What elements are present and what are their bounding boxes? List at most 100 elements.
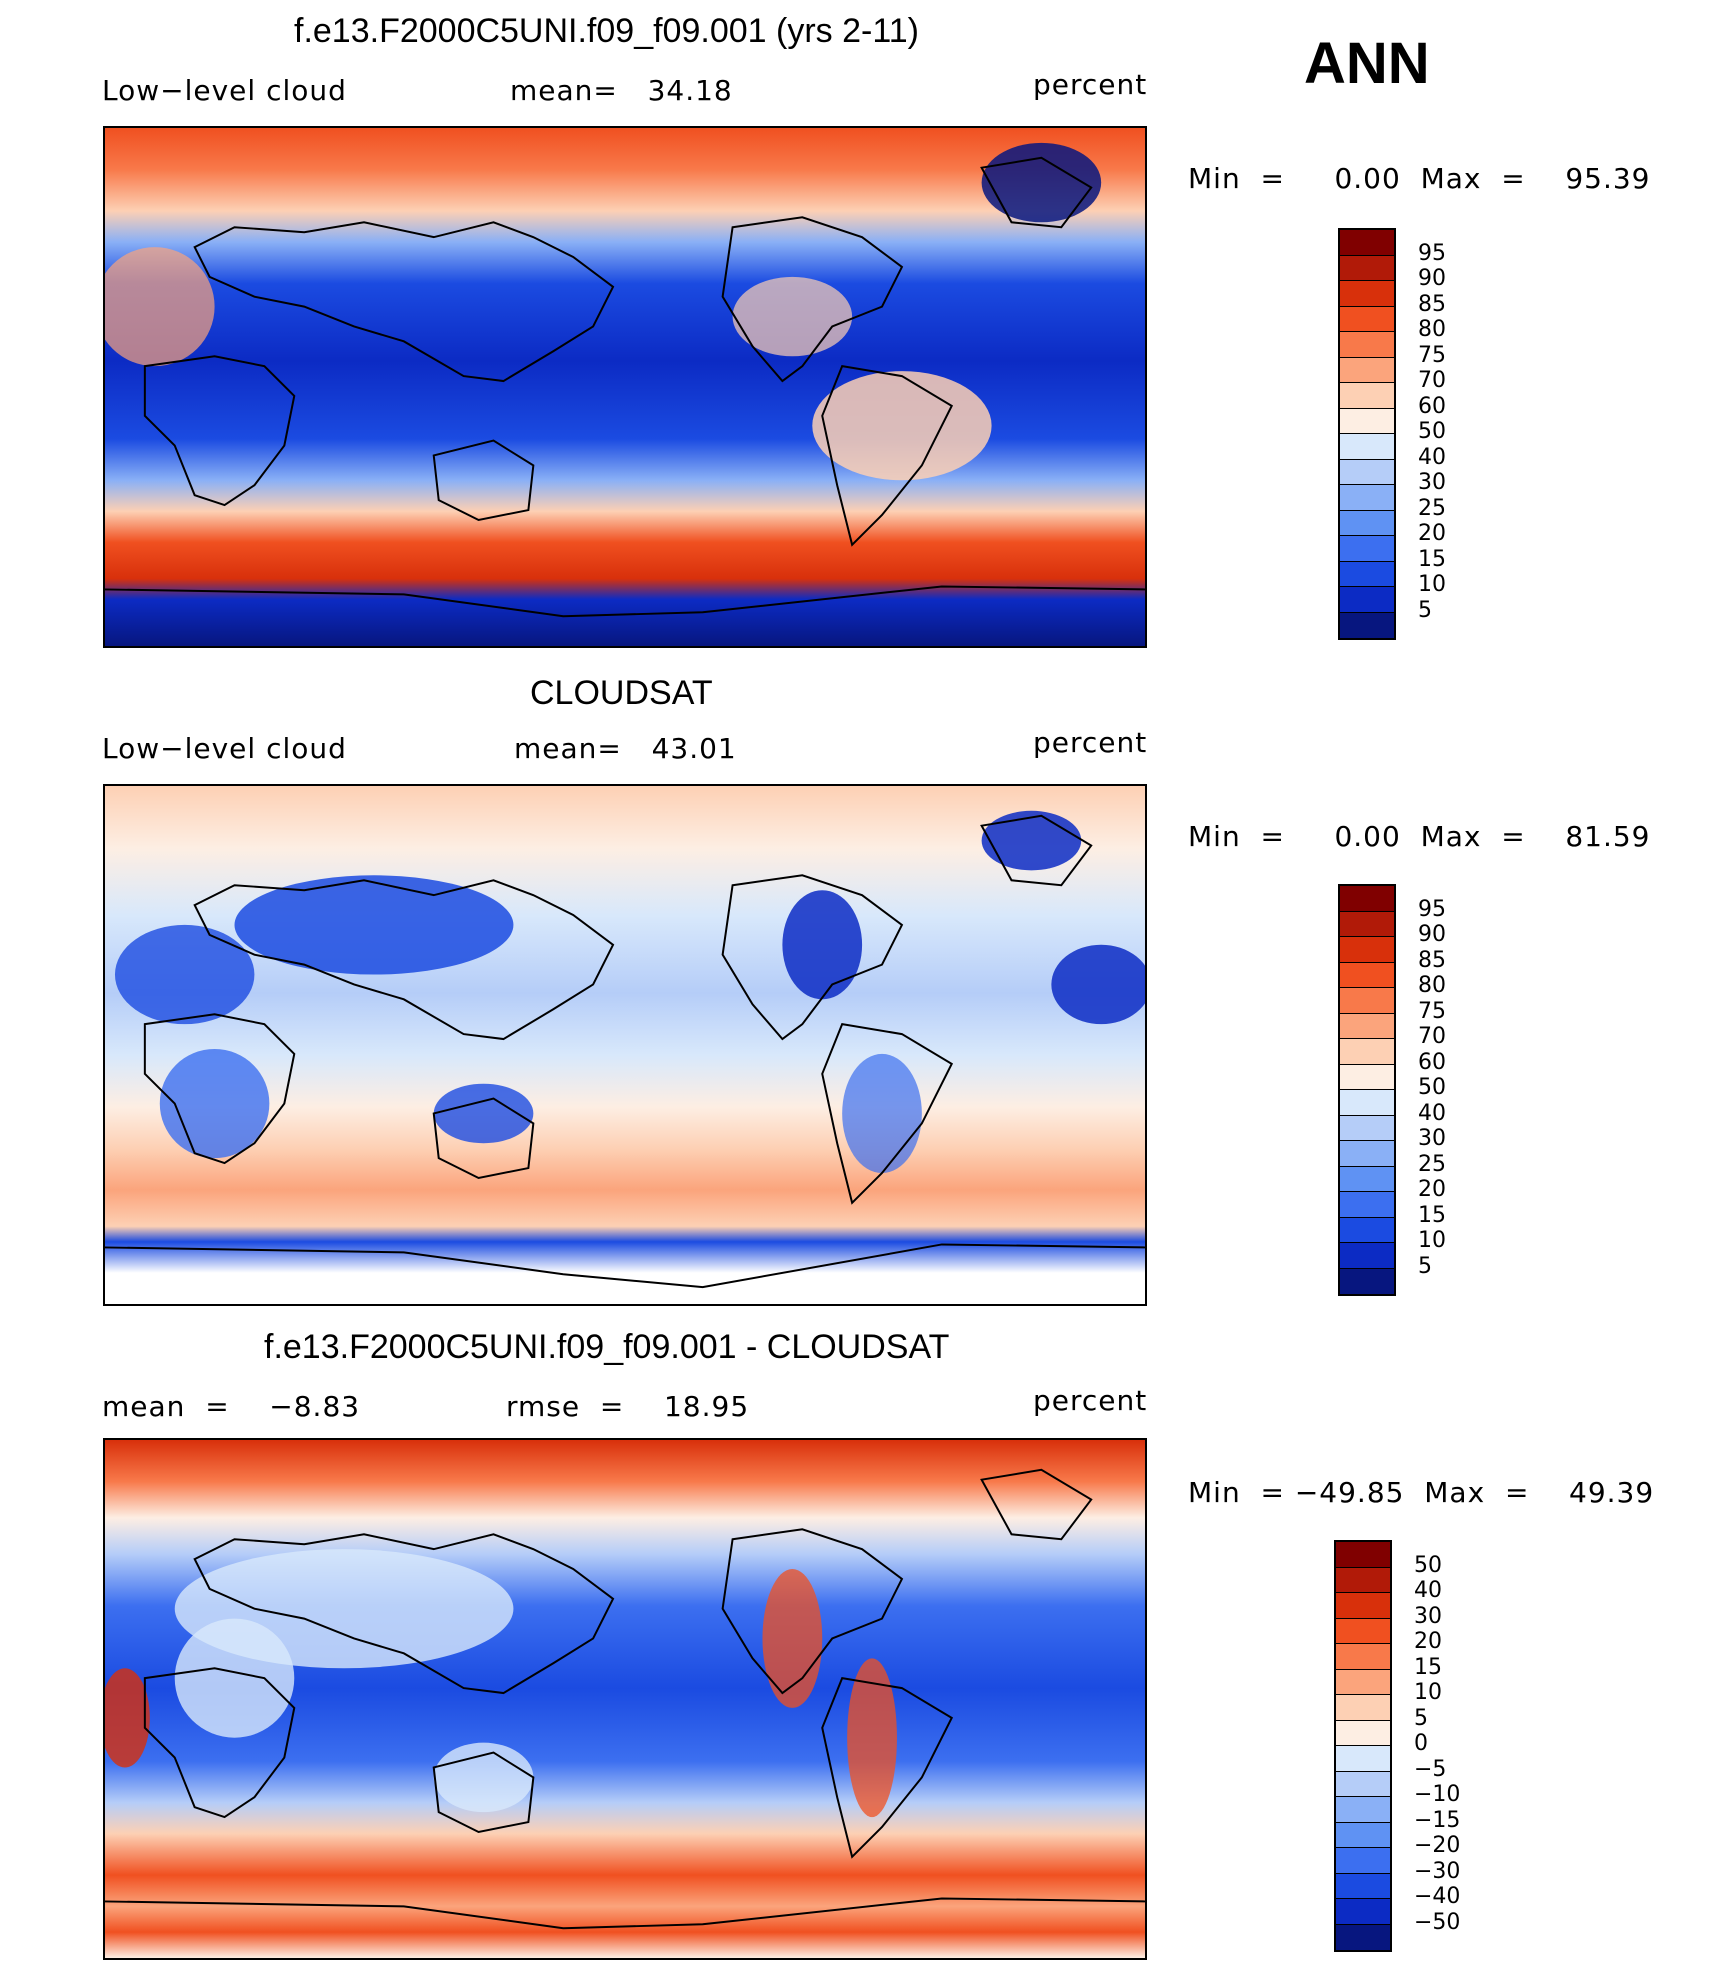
colorbar-label: 80 — [1418, 973, 1446, 998]
colorbar-label: 5 — [1418, 597, 1432, 623]
panel-2-sa-low — [842, 1053, 922, 1174]
panel-2-title: CLOUDSAT — [530, 674, 713, 712]
colorbar-segment — [1340, 612, 1394, 638]
colorbar-segment — [1340, 1039, 1394, 1065]
panel-2-field — [105, 786, 1145, 1304]
colorbar-segment — [1336, 1797, 1390, 1823]
panel-3-units: percent — [1033, 1384, 1148, 1417]
colorbar-label: 85 — [1418, 947, 1446, 973]
colorbar-label: 20 — [1418, 1177, 1446, 1202]
colorbar-label: 25 — [1418, 1151, 1446, 1177]
colorbar-segment — [1336, 1618, 1390, 1644]
colorbar-segment — [1340, 988, 1394, 1014]
panel-2-colorbar — [1338, 884, 1396, 1296]
colorbar-segment — [1340, 1064, 1394, 1090]
colorbar-label: 50 — [1418, 1075, 1446, 1100]
colorbar-segment — [1340, 1192, 1394, 1218]
colorbar-segment — [1340, 937, 1394, 963]
panel-3-map-svg — [105, 1440, 1145, 1958]
colorbar-label: 30 — [1418, 470, 1446, 495]
colorbar-label: 10 — [1418, 1228, 1446, 1253]
colorbar-label: −50 — [1414, 1909, 1461, 1935]
panel-1-coastlines — [105, 156, 1145, 618]
colorbar-segment — [1340, 536, 1394, 562]
colorbar-label: 40 — [1418, 1100, 1446, 1126]
colorbar-segment — [1336, 1924, 1390, 1950]
panel-1-map — [103, 126, 1147, 648]
colorbar-segment — [1336, 1873, 1390, 1899]
colorbar-segment — [1340, 587, 1394, 613]
panel-2-coastlines — [105, 814, 1145, 1289]
colorbar-segment — [1340, 911, 1394, 937]
colorbar-label: 90 — [1418, 922, 1446, 947]
colorbar-segment — [1336, 1848, 1390, 1874]
colorbar-segment — [1340, 485, 1394, 511]
colorbar-segment — [1340, 962, 1394, 988]
colorbar-label: 50 — [1418, 419, 1446, 444]
panel-1-variable: Low−level cloud — [102, 74, 347, 107]
panel-1-title: f.e13.F2000C5UNI.f09_f09.001 (yrs 2-11) — [294, 12, 919, 50]
panel-3-coastlines — [105, 1468, 1145, 1930]
colorbar-segment — [1340, 1268, 1394, 1294]
panel-1-stratocumulus-se-atlantic — [105, 247, 215, 367]
panel-1-units: percent — [1033, 68, 1148, 101]
panel-2-na-west-low — [782, 890, 863, 1000]
panel-3-africa-neutral — [174, 1618, 295, 1738]
colorbar-label: 0 — [1414, 1731, 1428, 1756]
colorbar-label: 30 — [1418, 1126, 1446, 1151]
panel-2-africa-south-low — [159, 1048, 270, 1159]
panel-3-australia-neutral — [433, 1742, 534, 1813]
colorbar-segment — [1336, 1669, 1390, 1695]
colorbar-segment — [1340, 1090, 1394, 1116]
panel-2-minmax: Min = 0.00 Max = 81.59 — [1188, 820, 1651, 853]
colorbar-segment — [1336, 1746, 1390, 1772]
panel-2-sahara-low — [1051, 944, 1145, 1025]
colorbar-label: −15 — [1414, 1807, 1461, 1833]
panel-3-title: f.e13.F2000C5UNI.f09_f09.001 - CLOUDSAT — [264, 1328, 950, 1366]
colorbar-segment — [1340, 230, 1394, 256]
colorbar-segment — [1336, 1644, 1390, 1670]
panel-2-variable: Low−level cloud — [102, 732, 347, 765]
colorbar-segment — [1340, 1243, 1394, 1269]
colorbar-label: 5 — [1418, 1253, 1432, 1279]
colorbar-segment — [1336, 1899, 1390, 1925]
colorbar-segment — [1336, 1822, 1390, 1848]
colorbar-segment — [1340, 357, 1394, 383]
colorbar-segment — [1340, 383, 1394, 409]
colorbar-label: −5 — [1414, 1756, 1447, 1782]
colorbar-segment — [1336, 1593, 1390, 1619]
panel-3-rmse: rmse = 18.95 — [506, 1390, 750, 1423]
colorbar-segment — [1340, 1141, 1394, 1167]
panel-3-africa-west-coast — [105, 1668, 150, 1768]
panel-1-minmax: Min = 0.00 Max = 95.39 — [1188, 162, 1651, 195]
colorbar-label: 40 — [1418, 444, 1446, 470]
panel-3-mean: mean = −8.83 — [102, 1390, 361, 1423]
colorbar-segment — [1340, 434, 1394, 460]
colorbar-label: 10 — [1414, 1680, 1442, 1705]
colorbar-label: 70 — [1418, 1024, 1446, 1049]
colorbar-segment — [1340, 281, 1394, 307]
colorbar-label: 75 — [1418, 342, 1446, 368]
panel-3-sa-west-coast — [847, 1658, 897, 1818]
colorbar-label: 95 — [1418, 240, 1446, 266]
colorbar-segment — [1340, 255, 1394, 281]
season-label: ANN — [1304, 31, 1430, 96]
colorbar-segment — [1340, 306, 1394, 332]
panel-1-field — [105, 128, 1145, 646]
colorbar-segment — [1336, 1771, 1390, 1797]
panel-2-asia-low — [234, 875, 514, 975]
colorbar-label: −20 — [1414, 1833, 1461, 1858]
colorbar-segment — [1336, 1720, 1390, 1746]
colorbar-segment — [1340, 886, 1394, 912]
panel-3-minmax: Min = −49.85 Max = 49.39 — [1188, 1476, 1655, 1509]
colorbar-label: 20 — [1418, 521, 1446, 546]
panel-3-map — [103, 1438, 1147, 1960]
colorbar-segment — [1336, 1542, 1390, 1568]
panel-1-stratocumulus-se-pacific — [812, 371, 992, 481]
panel-2-africa-north-low — [114, 924, 255, 1025]
colorbar-label: 60 — [1418, 393, 1446, 419]
colorbar-segment — [1340, 510, 1394, 536]
colorbar-label: 25 — [1418, 495, 1446, 521]
panel-1-stratocumulus-ne-pacific — [732, 276, 853, 357]
colorbar-segment — [1340, 1166, 1394, 1192]
